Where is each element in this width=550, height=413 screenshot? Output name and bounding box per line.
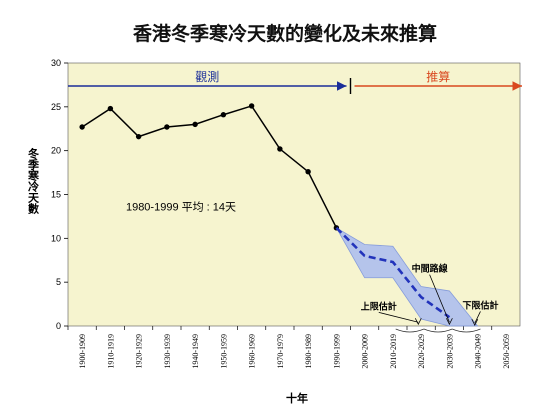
data-point: [79, 124, 85, 130]
series-layer: [79, 103, 451, 319]
series-line-1: [335, 226, 451, 319]
x-tick-label: 2010-2019: [389, 334, 398, 369]
annotation-3: 下限估計: [462, 299, 498, 311]
annotation-2: 上限估計: [361, 300, 397, 312]
x-tick-label: 1930-1939: [163, 334, 172, 369]
y-tick-label: 5: [56, 277, 61, 287]
bracket: [395, 328, 425, 333]
annotation-1: 中間路線: [412, 263, 448, 275]
annotation-arrowhead: [414, 318, 422, 326]
bracket: [452, 328, 481, 333]
data-point: [305, 169, 311, 175]
x-tick-label: 1900-1909: [78, 334, 87, 369]
y-tick-label: 10: [51, 233, 61, 243]
y-tick-label: 15: [51, 190, 61, 200]
y-tick-label: 20: [51, 146, 61, 156]
data-point: [135, 133, 142, 140]
annotation-0: 1980-1999 平均 : 14天: [126, 200, 236, 213]
band-area: [335, 226, 479, 327]
projection-band: [335, 226, 479, 327]
x-tick-label: 1910-1919: [106, 334, 115, 369]
data-point: [192, 121, 198, 128]
x-tick-label: 1920-1929: [135, 334, 144, 369]
annotation-pointer: [474, 311, 481, 324]
phase-label-1: 推算: [426, 69, 450, 84]
y-tick-label: 25: [51, 102, 61, 112]
x-axis: 1900-1909 1910-1919 1920-1929 1930-1939 1940…: [67, 326, 511, 369]
series-line-0: [81, 105, 338, 229]
chart-title: 香港冬季寒冷天數的變化及未來推算: [132, 22, 437, 45]
y-axis: 0 5 10 15 20 25 30: [51, 58, 68, 331]
x-tick-label: 1950-1959: [219, 334, 228, 369]
plot-area: [67, 62, 521, 327]
decade-brackets: [395, 328, 481, 333]
x-tick-label: 2020-2029: [417, 334, 426, 369]
x-tick-label: 2050-2059: [502, 334, 511, 369]
x-tick-label: 1940-1949: [191, 334, 200, 369]
x-tick-label: 1990-1999: [332, 334, 341, 369]
annotation-pointer: [378, 311, 419, 323]
phase-label-0: 觀測: [195, 70, 219, 84]
x-tick-label: 1980-1989: [304, 334, 313, 369]
annotation-arrowhead: [471, 318, 479, 327]
x-tick-label: 1960-1969: [248, 334, 257, 369]
annotation-arrowhead: [446, 318, 453, 326]
data-point: [164, 124, 170, 130]
phase-arrows: 觀測 推算: [68, 69, 522, 94]
bracket: [423, 328, 453, 333]
y-tick-label: 0: [56, 321, 61, 331]
annotation-pointer: [429, 274, 450, 323]
x-axis-title: 十年: [286, 391, 308, 405]
data-point: [107, 105, 114, 112]
x-tick-label: 2040-2049: [474, 334, 483, 369]
y-tick-label: 30: [51, 58, 61, 68]
y-axis-title: 冬季寒冷天數: [27, 147, 41, 215]
data-point: [220, 112, 227, 118]
x-tick-label: 2030-2039: [445, 334, 454, 369]
x-tick-label: 2000-2009: [361, 334, 370, 369]
x-tick-label: 1970-1979: [276, 334, 285, 369]
data-point: [248, 103, 255, 109]
data-point: [277, 146, 283, 152]
